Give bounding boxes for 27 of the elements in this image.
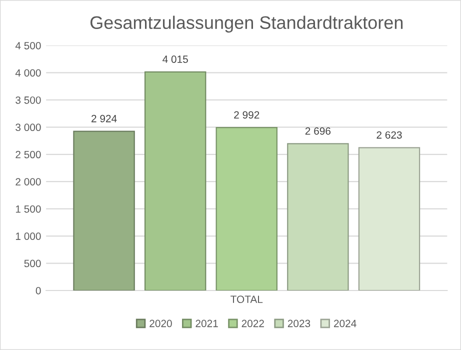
y-tick-label: 3 500: [16, 96, 41, 104]
legend-label: 2023: [288, 320, 310, 328]
legend-label: 2024: [334, 320, 356, 328]
data-label: 4 015: [162, 56, 188, 63]
legend-label: 2020: [150, 320, 172, 328]
legend-label: 2022: [242, 320, 264, 328]
data-label: 2 992: [234, 111, 260, 119]
y-tick-label: 0: [36, 287, 41, 294]
y-tick-label: 500: [24, 260, 41, 268]
bar: [73, 130, 135, 290]
bar: [216, 127, 278, 290]
y-tick-label: 4 000: [15, 69, 41, 77]
y-tick-label: 3 000: [16, 124, 41, 132]
data-label: 2 623: [376, 131, 402, 139]
bar: [287, 143, 349, 290]
bar: [358, 147, 420, 290]
x-tick-label: TOTAL: [230, 296, 263, 304]
chart-title: Gesamtzulassungen Standardtraktoren: [90, 16, 403, 33]
y-tick-label: 4 500: [15, 42, 41, 50]
legend-label: 2021: [196, 320, 218, 328]
y-tick-label: 2 500: [16, 150, 41, 158]
bar: [144, 71, 206, 290]
y-tick-label: 2 000: [16, 178, 41, 186]
data-label: 2 924: [92, 114, 117, 122]
y-tick-label: 1 000: [16, 232, 41, 240]
data-label: 2 696: [305, 127, 331, 135]
y-tick-label: 1 500: [16, 205, 41, 213]
